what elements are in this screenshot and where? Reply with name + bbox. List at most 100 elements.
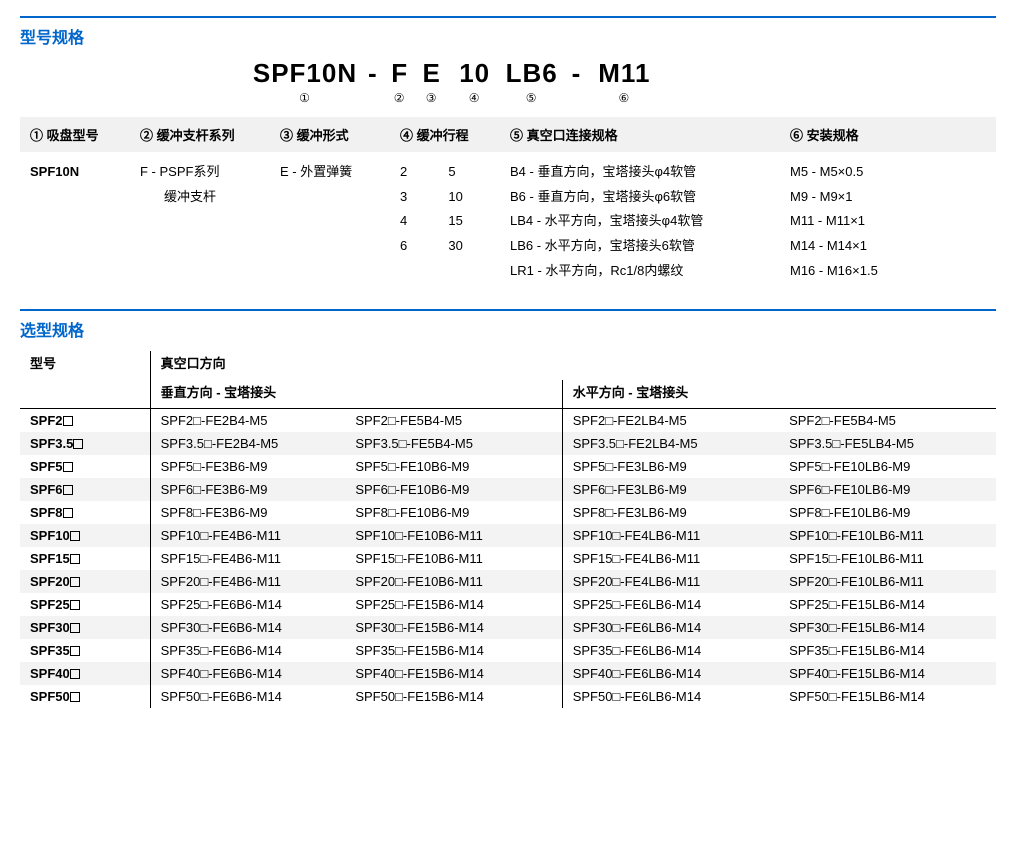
spec-cell: SPF50□-FE6LB6-M14 (562, 685, 779, 708)
spec-cell: SPF25□-FE15LB6-M14 (779, 593, 996, 616)
spec-cell: SPF35□-FE6LB6-M14 (562, 639, 779, 662)
spec-cell: SPF20□-FE10B6-M11 (345, 570, 562, 593)
model-cell: SPF3.5 (20, 432, 150, 455)
c4a2: 3 (400, 185, 434, 210)
c6r2: M9 - M9×1 (790, 185, 986, 210)
c4b3: 15 (448, 209, 490, 234)
table-row: SPF15SPF15□-FE4B6-M11SPF15□-FE10B6-M11SP… (20, 547, 996, 570)
spec-col2: F - PSPF系列 缓冲支杆 (130, 152, 270, 291)
table-row: SPF30SPF30□-FE6B6-M14SPF30□-FE15B6-M14SP… (20, 616, 996, 639)
spec-cell: SPF50□-FE15B6-M14 (345, 685, 562, 708)
spec-definition-table: ① 吸盘型号 ② 缓冲支杆系列 ③ 缓冲形式 ④ 缓冲行程 ⑤ 真空口连接规格 … (20, 117, 996, 291)
section-title-selection: 选型规格 (20, 309, 996, 341)
model-cell: SPF30 (20, 616, 150, 639)
spec-cell: SPF15□-FE4B6-M11 (150, 547, 345, 570)
table-row: SPF35SPF35□-FE6B6-M14SPF35□-FE15B6-M14SP… (20, 639, 996, 662)
section-title-model-spec: 型号规格 (20, 16, 996, 48)
c5r4: LB6 - 水平方向，宝塔接头6软管 (510, 234, 770, 259)
c5r1: B4 - 垂直方向，宝塔接头φ4软管 (510, 160, 770, 185)
sel-h-model: 型号 (20, 351, 150, 408)
spec-col3: E - 外置弹簧 (270, 152, 390, 291)
spec-cell: SPF3.5□-FE2B4-M5 (150, 432, 345, 455)
c5r2: B6 - 垂直方向，宝塔接头φ6软管 (510, 185, 770, 210)
spec-cell: SPF30□-FE15LB6-M14 (779, 616, 996, 639)
c4a3: 4 (400, 209, 434, 234)
spec-cell: SPF2□-FE5B4-M5 (779, 408, 996, 432)
spec-cell: SPF50□-FE6B6-M14 (150, 685, 345, 708)
spec-h1: ① 吸盘型号 (20, 117, 130, 152)
model-cell: SPF8 (20, 501, 150, 524)
table-row: SPF2SPF2□-FE2B4-M5SPF2□-FE5B4-M5SPF2□-FE… (20, 408, 996, 432)
model-cell: SPF6 (20, 478, 150, 501)
model-cell: SPF40 (20, 662, 150, 685)
model-cell: SPF20 (20, 570, 150, 593)
dash1: - (360, 58, 386, 89)
table-row: SPF6SPF6□-FE3B6-M9SPF6□-FE10B6-M9SPF6□-F… (20, 478, 996, 501)
partno-seg4: 10 (459, 58, 490, 88)
table-row: SPF40SPF40□-FE6B6-M14SPF40□-FE15B6-M14SP… (20, 662, 996, 685)
spec-cell: SPF40□-FE6LB6-M14 (562, 662, 779, 685)
spec-cell: SPF3.5□-FE5B4-M5 (345, 432, 562, 455)
spec-cell: SPF20□-FE10LB6-M11 (779, 570, 996, 593)
model-cell: SPF10 (20, 524, 150, 547)
partno-sub4: ④ (450, 91, 500, 105)
partno-seg1: SPF10N (253, 58, 357, 88)
spec-cell: SPF10□-FE10B6-M11 (345, 524, 562, 547)
spec-cell: SPF8□-FE3B6-M9 (150, 501, 345, 524)
spec-col4: 25 310 415 630 (390, 152, 500, 291)
spec-col1: SPF10N (20, 152, 130, 291)
spec-cell: SPF10□-FE4LB6-M11 (562, 524, 779, 547)
c6r1: M5 - M5×0.5 (790, 160, 986, 185)
partno-seg5: LB6 (506, 58, 558, 88)
partno-sub2: ② (386, 91, 414, 105)
spec-cell: SPF6□-FE10B6-M9 (345, 478, 562, 501)
spec-h6: ⑥ 安装规格 (780, 117, 996, 152)
selection-table: 型号 真空口方向 垂直方向 - 宝塔接头 水平方向 - 宝塔接头 SPF2SPF… (20, 351, 996, 707)
spec-cell: SPF25□-FE15B6-M14 (345, 593, 562, 616)
c6r4: M14 - M14×1 (790, 234, 986, 259)
table-row: SPF5SPF5□-FE3B6-M9SPF5□-FE10B6-M9SPF5□-F… (20, 455, 996, 478)
partno-sub5: ⑤ (500, 91, 564, 105)
partno-seg3: E (423, 58, 441, 88)
c6r3: M11 - M11×1 (790, 209, 986, 234)
c4b1: 5 (448, 160, 490, 185)
model-cell: SPF35 (20, 639, 150, 662)
c4a1: 2 (400, 160, 434, 185)
spec-cell: SPF15□-FE10B6-M11 (345, 547, 562, 570)
partno-seg6: M11 (598, 58, 650, 88)
spec-cell: SPF35□-FE15LB6-M14 (779, 639, 996, 662)
spec-cell: SPF6□-FE3B6-M9 (150, 478, 345, 501)
table-row: SPF50SPF50□-FE6B6-M14SPF50□-FE15B6-M14SP… (20, 685, 996, 708)
sel-h-vacdir: 真空口方向 (150, 351, 996, 379)
spec-cell: SPF30□-FE15B6-M14 (345, 616, 562, 639)
spec-cell: SPF40□-FE15B6-M14 (345, 662, 562, 685)
spec-cell: SPF3.5□-FE2LB4-M5 (562, 432, 779, 455)
spec-cell: SPF8□-FE10LB6-M9 (779, 501, 996, 524)
c5r3: LB4 - 水平方向，宝塔接头φ4软管 (510, 209, 770, 234)
table-row: SPF20SPF20□-FE4B6-M11SPF20□-FE10B6-M11SP… (20, 570, 996, 593)
part-number-display: SPF10N ① - F ② E ③ 10 ④ LB6 ⑤ - M11 ⑥ (20, 58, 996, 105)
spec-cell: SPF8□-FE10B6-M9 (345, 501, 562, 524)
spec-h4: ④ 缓冲行程 (390, 117, 500, 152)
spec-cell: SPF25□-FE6LB6-M14 (562, 593, 779, 616)
spec-cell: SPF35□-FE15B6-M14 (345, 639, 562, 662)
spec-col5: B4 - 垂直方向，宝塔接头φ4软管 B6 - 垂直方向，宝塔接头φ6软管 LB… (500, 152, 780, 291)
model-cell: SPF15 (20, 547, 150, 570)
spec-col2-l1: F - PSPF系列 (140, 160, 260, 185)
model-cell: SPF50 (20, 685, 150, 708)
spec-cell: SPF5□-FE10LB6-M9 (779, 455, 996, 478)
table-row: SPF8SPF8□-FE3B6-M9SPF8□-FE10B6-M9 SPF8□-F… (20, 501, 996, 524)
spec-cell: SPF5□-FE10B6-M9 (345, 455, 562, 478)
model-cell: SPF25 (20, 593, 150, 616)
spec-h5: ⑤ 真空口连接规格 (500, 117, 780, 152)
spec-cell: SPF15□-FE4LB6-M11 (562, 547, 779, 570)
spec-cell: SPF10□-FE10LB6-M11 (779, 524, 996, 547)
spec-col2-l2: 缓冲支杆 (140, 185, 260, 210)
spec-cell: SPF5□-FE3B6-M9 (150, 455, 345, 478)
spec-cell: SPF2□-FE5B4-M5 (345, 408, 562, 432)
partno-sub6: ⑥ (589, 91, 659, 105)
spec-col6: M5 - M5×0.5 M9 - M9×1 M11 - M11×1 M14 - … (780, 152, 996, 291)
spec-cell: SPF40□-FE6B6-M14 (150, 662, 345, 685)
spec-cell: SPF10□-FE4B6-M11 (150, 524, 345, 547)
sel-h-horiz: 水平方向 - 宝塔接头 (562, 380, 996, 409)
